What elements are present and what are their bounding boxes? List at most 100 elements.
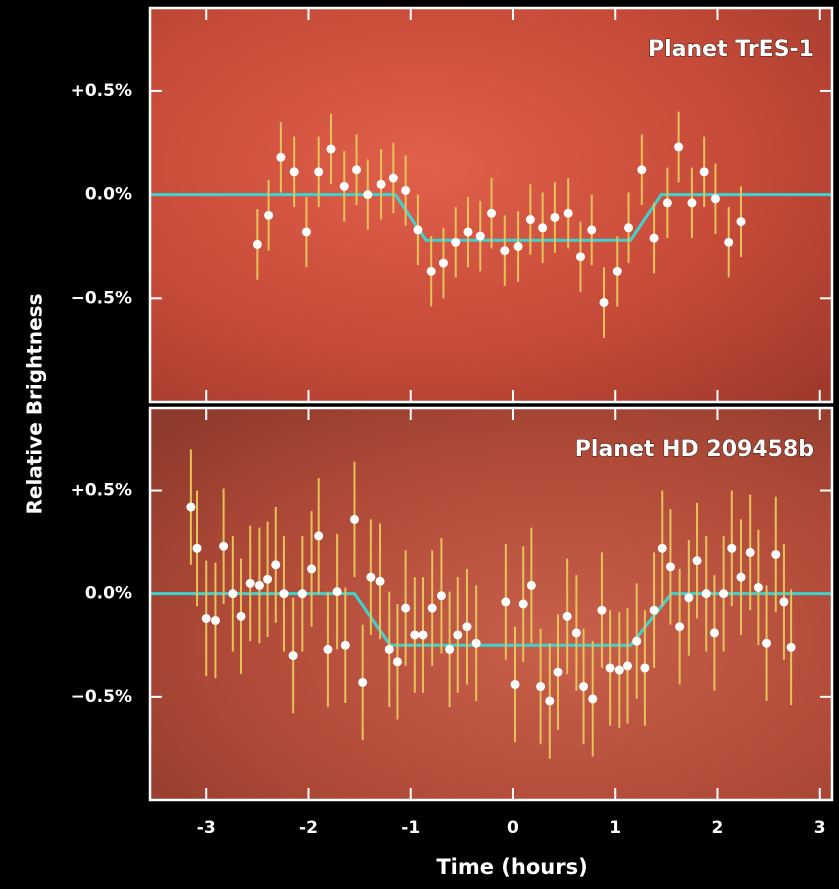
data-point: [254, 580, 264, 590]
data-point: [553, 667, 563, 677]
data-point: [363, 190, 373, 200]
data-point: [462, 622, 472, 632]
panel-title: Planet TrES-1: [648, 37, 814, 62]
data-point: [563, 208, 573, 218]
data-point: [612, 266, 622, 276]
data-point: [525, 215, 535, 225]
data-point: [332, 587, 342, 597]
data-point: [599, 297, 609, 307]
data-point: [366, 572, 376, 582]
data-point: [401, 185, 411, 195]
data-point: [323, 644, 333, 654]
data-point: [623, 661, 633, 671]
data-point: [388, 173, 398, 183]
data-point: [463, 227, 473, 237]
data-point: [550, 212, 560, 222]
data-point: [487, 208, 497, 218]
data-point: [526, 580, 536, 590]
plot-frame: [148, 406, 834, 802]
data-point: [384, 644, 394, 654]
data-point: [453, 630, 463, 640]
x-tick-label: -2: [299, 818, 318, 838]
data-point: [245, 578, 255, 588]
y-axis-label: Relative Brightness: [23, 294, 47, 515]
data-point: [228, 589, 238, 599]
data-point: [340, 640, 350, 650]
data-point: [657, 543, 667, 553]
data-point: [219, 541, 229, 551]
data-point: [475, 231, 485, 241]
data-point: [545, 696, 555, 706]
data-point: [501, 597, 511, 607]
data-point: [186, 502, 196, 512]
y-tick-label: +0.5%: [71, 481, 132, 501]
data-point: [264, 210, 274, 220]
data-point: [376, 179, 386, 189]
x-axis-label: Time (hours): [436, 855, 587, 879]
y-tick-label: −0.5%: [71, 687, 132, 707]
data-point: [307, 564, 317, 574]
data-point: [510, 679, 520, 689]
data-point: [575, 252, 585, 262]
data-point: [236, 611, 246, 621]
data-point: [297, 589, 307, 599]
data-point: [674, 142, 684, 152]
data-point: [779, 597, 789, 607]
data-point: [719, 589, 729, 599]
plot-background: [150, 408, 832, 800]
panel-title: Planet HD 209458b: [575, 437, 814, 462]
model-line: [150, 193, 832, 242]
data-point: [288, 651, 298, 661]
data-point: [375, 576, 385, 586]
data-point: [637, 165, 647, 175]
data-point: [314, 167, 324, 177]
data-point: [349, 514, 359, 524]
data-point: [675, 622, 685, 632]
data-point: [271, 560, 281, 570]
data-point: [649, 605, 659, 615]
data-point: [518, 599, 528, 609]
data-point: [632, 636, 642, 646]
data-point: [427, 603, 437, 613]
y-tick-label: 0.0%: [85, 584, 132, 604]
data-point: [786, 642, 796, 652]
data-point: [210, 616, 220, 626]
data-point: [392, 657, 402, 667]
data-point: [588, 694, 598, 704]
x-tick-label: 0: [507, 818, 519, 838]
data-point: [314, 531, 324, 541]
data-point: [710, 194, 720, 204]
data-point: [736, 572, 746, 582]
data-point: [263, 574, 273, 584]
data-point: [662, 198, 672, 208]
data-point: [687, 198, 697, 208]
data-point: [426, 266, 436, 276]
data-point: [538, 223, 548, 233]
data-point: [736, 217, 746, 227]
data-point: [358, 677, 368, 687]
data-point: [471, 638, 481, 648]
data-point: [339, 181, 349, 191]
data-point: [684, 593, 694, 603]
data-point: [699, 167, 709, 177]
data-point: [640, 663, 650, 673]
x-tick-label: 1: [609, 818, 621, 838]
x-tick-label: 2: [712, 818, 724, 838]
data-point: [192, 543, 202, 553]
data-point: [252, 239, 262, 249]
data-point: [445, 644, 455, 654]
data-point: [745, 547, 755, 557]
data-point: [701, 589, 711, 599]
plot-frame: [148, 6, 834, 404]
data-point: [352, 165, 362, 175]
data-point: [410, 630, 420, 640]
data-point: [762, 638, 772, 648]
data-point: [289, 167, 299, 177]
data-point: [605, 663, 615, 673]
data-point: [597, 605, 607, 615]
data-point: [500, 246, 510, 256]
data-point: [587, 225, 597, 235]
data-point: [438, 258, 448, 268]
data-point: [536, 682, 546, 692]
data-point: [513, 241, 523, 251]
